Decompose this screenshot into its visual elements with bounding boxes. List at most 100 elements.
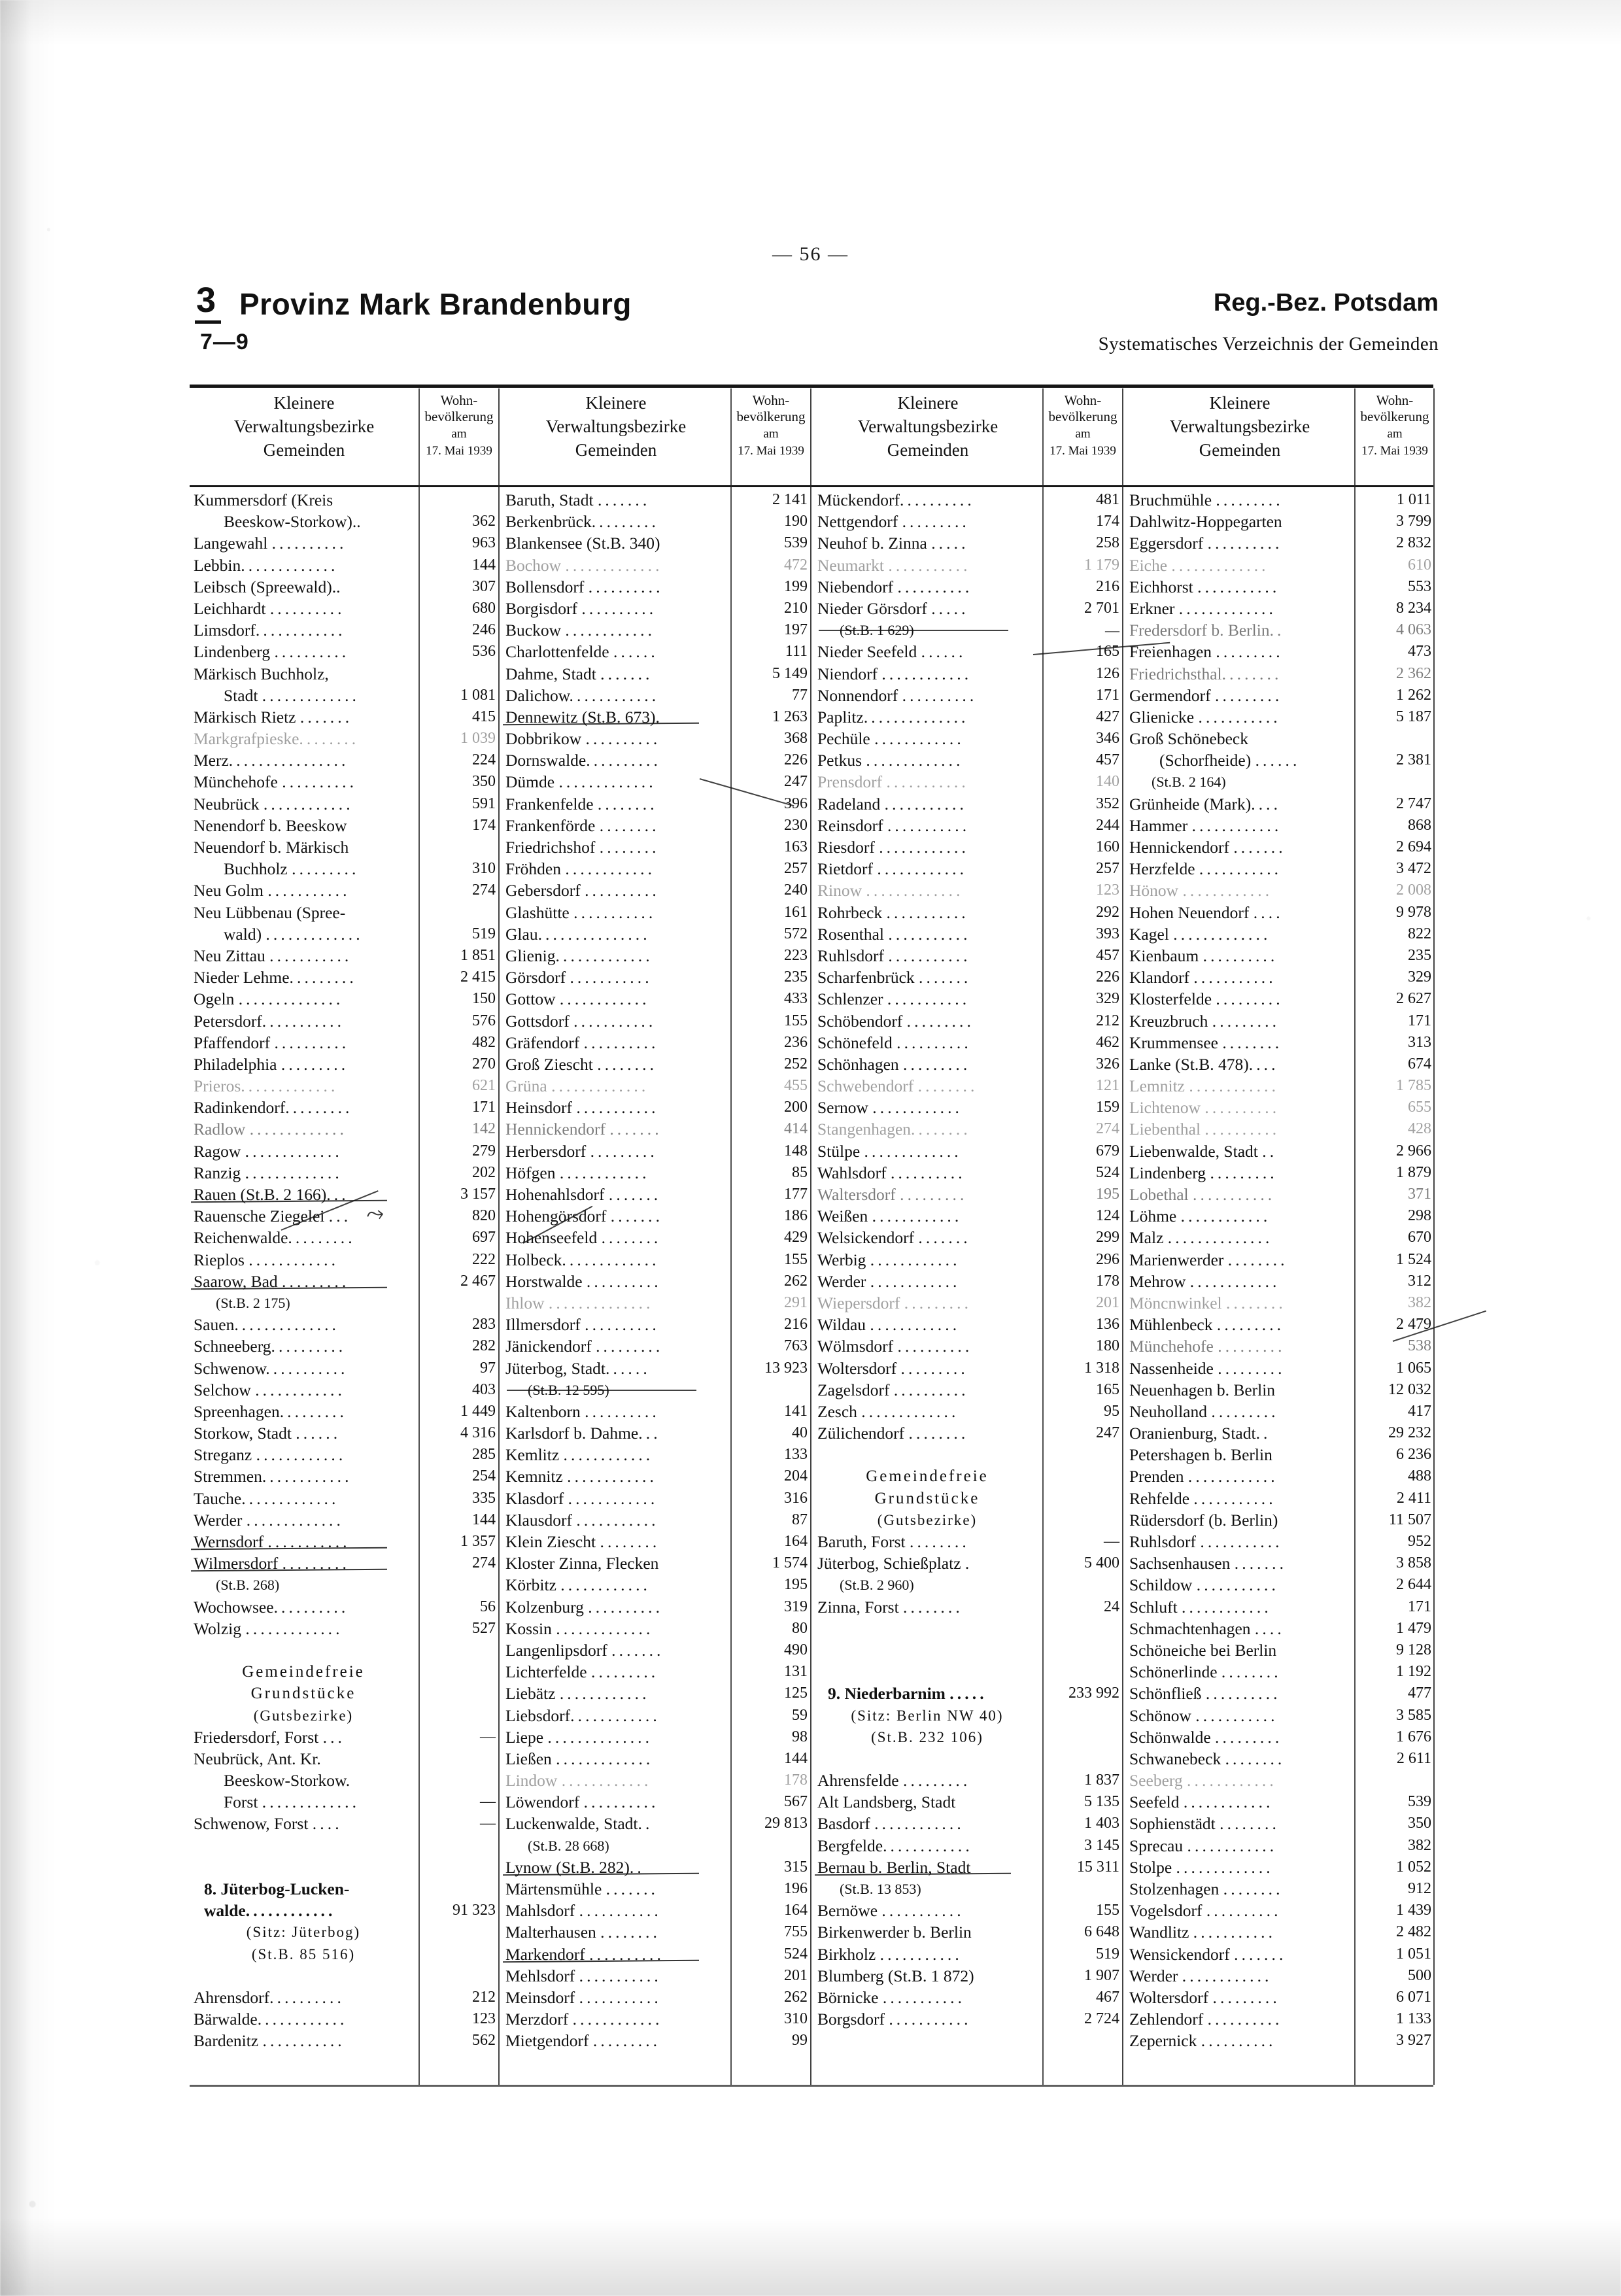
header-line-3: Gemeinden <box>887 440 969 460</box>
population-value: 414 <box>784 1120 808 1138</box>
population-value: 2 644 <box>1396 1576 1431 1594</box>
table-row: Hohengörsdorf . . . . . . . 186 <box>502 1205 811 1227</box>
gemeinde-name: Groß Schönebeck <box>1129 729 1248 749</box>
gemeinde-name: (St.B. 85 516) <box>251 1945 356 1962</box>
population-value: 427 <box>1096 708 1119 725</box>
table-row: Krummensee . . . . . . . . 313 <box>1125 1032 1435 1054</box>
table-row: Nieder Görsdorf . . . . . 2 701 <box>813 598 1123 619</box>
header-pop-1: Wohn- <box>1376 392 1414 408</box>
gemeinde-name: Stolzenhagen . . . . . . . . <box>1129 1879 1280 1898</box>
table-row: Neumarkt . . . . . . . . . . . 1 179 <box>813 555 1123 576</box>
header-pop-3: am <box>1387 427 1403 441</box>
gemeinde-name: Wolzig . . . . . . . . . . . . . <box>194 1619 340 1638</box>
gemeinde-name: Ahrensfelde . . . . . . . . . <box>817 1771 968 1791</box>
gemeinde-name: Herzfelde . . . . . . . . . . . <box>1129 859 1279 879</box>
table-row: Forst . . . . . . . . . . . . . — <box>190 1791 500 1813</box>
table-row: Zesch . . . . . . . . . . . . . 95 <box>813 1401 1123 1422</box>
table-row: Niebendorf . . . . . . . . . . 216 <box>813 576 1123 598</box>
population-value: 820 <box>472 1207 496 1225</box>
table-row: Blankensee (St.B. 340) 539 <box>502 532 811 554</box>
header-pop-1: Wohn- <box>440 392 478 408</box>
gemeinde-name: Münchehofe . . . . . . . . . . <box>194 772 354 792</box>
population-value: 190 <box>784 513 808 530</box>
table-row: Görsdorf . . . . . . . . . . . 235 <box>502 967 811 988</box>
population-value: 5 400 <box>1084 1554 1119 1572</box>
population-value: 539 <box>1408 1793 1431 1811</box>
population-value: 197 <box>784 621 808 639</box>
table-row: Bernöwe . . . . . . . . . . . 155 <box>813 1900 1123 1921</box>
table-row: Paplitz. . . . . . . . . . . . . . 427 <box>813 706 1123 728</box>
table-row: Schwanebeck . . . . . . . . 2 611 <box>1125 1748 1435 1770</box>
table-row: Kloster Zinna, Flecken 1 574 <box>502 1552 811 1574</box>
table-row: Liebenthal . . . . . . . . . . 428 <box>1125 1118 1435 1140</box>
table-row: Rosenthal . . . . . . . . . . . 393 <box>813 923 1123 945</box>
population-value: 121 <box>1096 1077 1119 1095</box>
gemeinde-name: Möncnwinkel . . . . . . . . <box>1129 1293 1283 1312</box>
population-value: 59 <box>792 1706 808 1724</box>
gemeinde-name: Zülichendorf . . . . . . . . <box>817 1424 966 1443</box>
gemeinde-name: Lanke (St.B. 478). . . . <box>1129 1054 1276 1074</box>
gemeinde-name: Birkenwerder b. Berlin <box>817 1923 972 1942</box>
gemeinde-name: Frankenfelde . . . . . . . . <box>505 794 655 814</box>
population-value: 223 <box>784 946 808 964</box>
gemeinde-name: Lindenberg . . . . . . . . . <box>1129 1163 1274 1182</box>
table-row: Glashütte . . . . . . . . . . . 161 <box>502 902 811 923</box>
gemeinde-name: Sprecau . . . . . . . . . . . . <box>1129 1836 1274 1855</box>
gemeinde-name: Charlottenfelde . . . . . . <box>505 642 655 662</box>
gemeinde-name: Gräfendorf . . . . . . . . . . <box>505 1033 656 1052</box>
table-row: Körbitz . . . . . . . . . . . . 195 <box>502 1574 811 1596</box>
population-value: 868 <box>1408 816 1431 834</box>
population-value: 165 <box>1096 643 1119 660</box>
gemeinde-name: Erkner . . . . . . . . . . . . . <box>1129 598 1273 618</box>
table-row: walde. . . . . . . . . . . . 91 323 <box>190 1900 500 1921</box>
gemeinde-name: Langenlipsdorf . . . . . . . <box>505 1640 661 1660</box>
population-value: 1 318 <box>1084 1359 1119 1377</box>
gemeinde-name: Malz . . . . . . . . . . . . . . <box>1129 1228 1270 1248</box>
gemeinde-name: Schönow . . . . . . . . . . . <box>1129 1705 1275 1725</box>
table-row: Prenden . . . . . . . . . . . . 488 <box>1125 1465 1435 1487</box>
population-value: 1 676 <box>1396 1728 1431 1745</box>
gemeinde-name: (St.B. 2 175) <box>216 1294 290 1311</box>
gemeinde-name: Fredersdorf b. Berlin. . <box>1129 621 1282 640</box>
table-row: Zülichendorf . . . . . . . . 247 <box>813 1422 1123 1444</box>
table-row: Dornswalde. . . . . . . . . . 226 <box>502 749 811 771</box>
table-row: Münchehofe . . . . . . . . . . 350 <box>190 771 500 793</box>
table-row: (St.B. 12 595) <box>502 1379 811 1401</box>
gemeinde-name: Märkisch Rietz . . . . . . . <box>194 707 350 727</box>
gemeinde-name: Philadelphia . . . . . . . . . <box>194 1054 346 1074</box>
table-row: Hennickendorf . . . . . . . 2 694 <box>1125 836 1435 858</box>
table-row: Werbig . . . . . . . . . . . . 296 <box>813 1249 1123 1271</box>
gemeinde-name: Bergfelde. . . . . . . . . . . . <box>817 1836 970 1855</box>
table-row: Schwenow. . . . . . . . . . . 97 <box>190 1358 500 1379</box>
header-line-1: Kleinere <box>1209 393 1271 413</box>
gemeinde-name: Herbersdorf . . . . . . . . . <box>505 1141 655 1161</box>
gemeinde-name: Basdorf . . . . . . . . . . . . <box>817 1814 961 1834</box>
table-row: Woltersdorf . . . . . . . . . 6 071 <box>1125 1987 1435 2008</box>
table-row: Leibsch (Spreewald).. 307 <box>190 576 500 598</box>
population-value: 91 323 <box>452 1902 496 1919</box>
header-line-2: Verwaltungsbezirke <box>233 417 375 436</box>
table-row: Schwebendorf . . . . . . . . 121 <box>813 1075 1123 1097</box>
gemeinde-name: (St.B. 232 106) <box>871 1728 983 1745</box>
gemeinde-name: Gemeindefreie <box>866 1467 989 1486</box>
gemeinde-name: Kloster Zinna, Flecken <box>505 1554 659 1573</box>
table-row: Ahrensdorf. . . . . . . . . . 212 <box>190 1987 500 2008</box>
table-row: Stolpe . . . . . . . . . . . . . 1 052 <box>1125 1857 1435 1878</box>
table-row: Sauen. . . . . . . . . . . . . . 283 <box>190 1314 500 1335</box>
hand-strikethrough <box>819 630 1008 632</box>
population-value: 254 <box>472 1467 496 1485</box>
gemeinde-name: Bochow . . . . . . . . . . . . . <box>505 555 660 575</box>
table-row: Kreuzbruch . . . . . . . . . 171 <box>1125 1010 1435 1032</box>
gemeinde-name: Wölmsdorf . . . . . . . . . . <box>817 1337 970 1356</box>
gemeinde-name: Nassenheide . . . . . . . . . <box>1129 1358 1282 1378</box>
population-value: 329 <box>1096 990 1119 1008</box>
population-value: 140 <box>1096 773 1119 791</box>
population-value: 171 <box>1096 686 1119 704</box>
table-row <box>190 1857 500 1878</box>
table-row: Hammer . . . . . . . . . . . . 868 <box>1125 815 1435 836</box>
table-row: Heinsdorf . . . . . . . . . . . 200 <box>502 1097 811 1118</box>
population-value: 5 149 <box>772 664 808 682</box>
population-value: 262 <box>784 1988 808 2006</box>
gemeinde-name: Wildau . . . . . . . . . . . . <box>817 1315 957 1335</box>
population-value: 326 <box>1096 1055 1119 1072</box>
